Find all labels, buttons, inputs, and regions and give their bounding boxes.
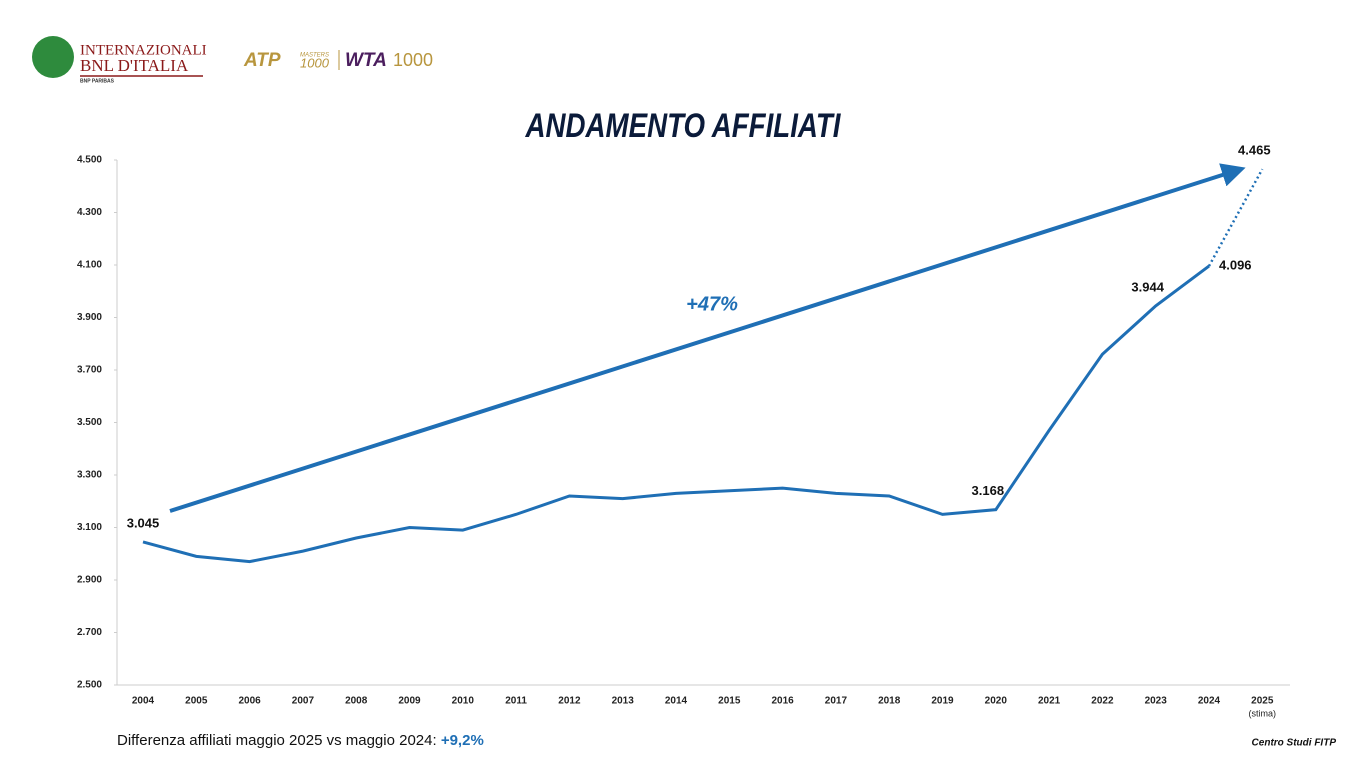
chart-title: ANDAMENTO AFFILIATI [525,107,842,145]
x-tick-label: 2007 [292,696,315,707]
x-tick-label: 2011 [505,696,527,707]
x-tick-label: 2025 [1251,696,1274,707]
x-tick-label: 2013 [612,696,635,707]
x-tick-label: 2010 [452,696,475,707]
x-tick-note: (stima) [1249,708,1277,718]
series-line [142,264,1210,564]
source: Centro Studi FITP [1252,738,1337,749]
x-tick-label: 2005 [185,696,208,707]
x-tick-label: 2004 [132,696,155,707]
atp-logo: ATP [243,50,281,71]
x-tick-label: 2009 [398,696,421,707]
brand: INTERNAZIONALI [80,42,207,58]
x-tick-label: 2019 [931,696,954,707]
y-tick-label: 3.900 [77,312,102,323]
x-tick-label: 2015 [718,696,741,707]
logo-ball [32,36,74,78]
wta-num: 1000 [393,50,433,70]
y-tick-label: 3.500 [77,417,102,428]
atp-num: 1000 [300,55,330,70]
x-tick-label: 2018 [878,696,901,707]
y-tick-label: 2.700 [77,627,102,638]
growth-arrow [169,163,1246,513]
x-tick-label: 2016 [771,696,794,707]
growth-label: +47% [686,293,738,315]
y-tick-label: 2.900 [77,575,102,586]
x-tick-label: 2012 [558,696,581,707]
value-label: 3.944 [1131,279,1164,294]
value-label: 4.465 [1238,143,1271,158]
wta-logo: WTA [345,50,387,71]
x-tick-label: 2017 [825,696,848,707]
x-tick-label: 2014 [665,696,688,707]
x-tick-label: 2022 [1091,696,1114,707]
y-tick-label: 3.100 [77,522,102,533]
x-tick-label: 2008 [345,696,368,707]
brand-sub: BNP PARIBAS [80,78,115,84]
x-tick-label: 2023 [1145,696,1168,707]
x-tick-label: 2024 [1198,696,1221,707]
x-tick-label: 2006 [238,696,261,707]
y-tick-label: 4.300 [77,207,102,218]
estimate-line [1207,168,1264,267]
y-tick-label: 2.500 [77,680,102,691]
y-tick-label: 3.300 [77,470,102,481]
value-label: 4.096 [1219,257,1252,272]
x-tick-label: 2021 [1038,696,1061,707]
y-tick-label: 4.500 [77,155,102,166]
y-tick-label: 3.700 [77,365,102,376]
x-tick-label: 2020 [985,696,1008,707]
atp-sub: MASTERS [300,53,329,59]
y-tick-label: 4.100 [77,260,102,271]
value-label: 3.045 [127,515,160,530]
footer-note: Differenza affiliati maggio 2025 vs magg… [117,732,484,749]
brand: BNL D'ITALIA [80,56,189,75]
value-label: 3.168 [972,483,1005,498]
